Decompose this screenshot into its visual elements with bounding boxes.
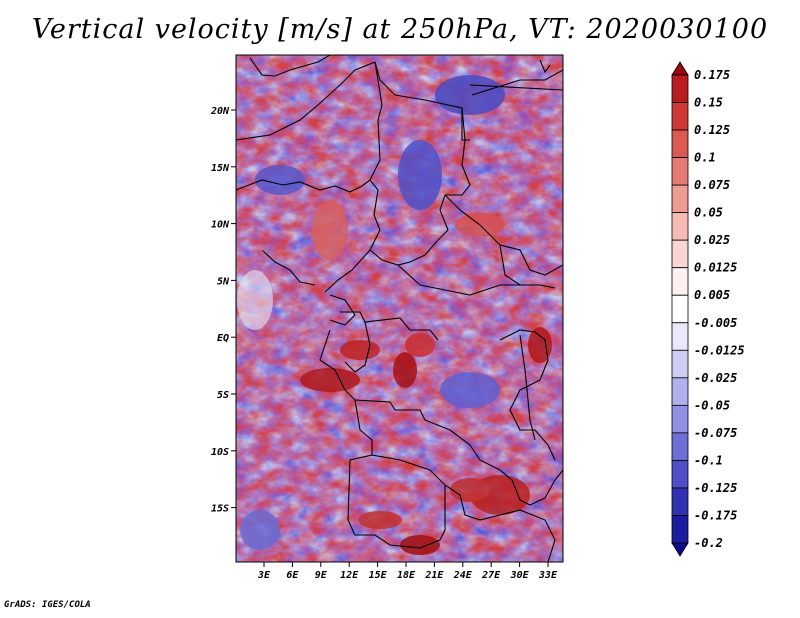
lon-tick-label: 15E [369, 570, 388, 581]
lat-tick-label: 15N [211, 163, 230, 174]
colorbar-label: 0.025 [694, 233, 730, 247]
lon-tick-label: 9E [315, 570, 328, 581]
colorbar-label: 0.125 [694, 123, 730, 137]
colorbar-label: 0.175 [694, 68, 730, 82]
lon-tick-label: 27E [481, 570, 501, 581]
colorbar-swatch [671, 184, 689, 214]
colorbar-label: 0.15 [694, 96, 723, 110]
colorbar-label: 0.005 [694, 288, 730, 302]
lon-tick-label: 18E [397, 570, 416, 581]
lon-tick-label: 3E [257, 570, 271, 581]
colorbar-swatch [671, 432, 689, 461]
colorbar-label: -0.2 [694, 536, 723, 550]
lon-tick-label: 24E [453, 570, 473, 581]
lon-tick-label: 12E [340, 570, 359, 581]
colorbar-swatch [671, 212, 689, 241]
colorbar-swatch [671, 377, 689, 406]
colorbar-label: 0.05 [694, 206, 723, 220]
lat-tick-label: 20N [210, 106, 230, 117]
lat-tick-label: 15S [211, 504, 229, 515]
colorbar-label: -0.05 [694, 398, 730, 412]
colorbar: 0.175 0.15 0.125 0.1 0.075 0.05 0.025 0.0125 0.0… [671, 61, 745, 557]
lat-tick-label: 10N [211, 220, 230, 231]
colorbar-label: 0.075 [694, 178, 730, 192]
colorbar-label: -0.025 [694, 371, 737, 385]
lon-tick-label: 21E [424, 570, 444, 581]
colorbar-label: 0.1 [694, 151, 716, 165]
lon-tick-label: 6E [286, 570, 299, 581]
colorbar-swatch [671, 487, 689, 516]
longitude-axis: 3E 6E 9E 12E 15E 18E 21E 24E 27E 30E 33E [257, 562, 558, 581]
colorbar-label: -0.075 [694, 426, 737, 440]
colorbar-cap-top [671, 61, 689, 76]
latitude-axis: 20N 15N 10N 5N EQ 5S 10S 15S [210, 106, 236, 515]
colorbar-swatch [671, 102, 689, 131]
colorbar-swatch [671, 294, 689, 324]
colorbar-swatch [671, 129, 689, 158]
colorbar-swatch [671, 74, 689, 103]
colorbar-swatch [671, 404, 689, 434]
colorbar-swatch [671, 515, 689, 544]
colorbar-label: -0.005 [694, 316, 737, 330]
colorbar-label: 0.0125 [694, 261, 737, 275]
colorbar-swatch [671, 349, 689, 379]
chart-title: Vertical velocity [m/s] at 250hPa, VT: 2… [31, 14, 769, 45]
lat-tick-label: 5N [217, 276, 230, 287]
grads-credit: GrADS: IGES/COLA [4, 600, 91, 610]
colorbar-label: -0.1 [694, 453, 723, 467]
colorbar-swatch [671, 267, 689, 296]
colorbar-cap-bottom [671, 542, 689, 557]
colorbar-label: -0.125 [694, 481, 737, 495]
colorbar-swatch [671, 157, 689, 186]
colorbar-label: -0.0125 [694, 343, 745, 357]
colorbar-swatch [671, 460, 689, 489]
colorbar-label: -0.175 [694, 508, 737, 522]
lat-tick-label: 10S [211, 447, 229, 458]
country-borders [236, 55, 563, 562]
colorbar-swatch [671, 322, 689, 351]
lon-tick-label: 30E [510, 570, 530, 581]
colorbar-swatch [671, 239, 689, 269]
lon-tick-label: 33E [538, 570, 558, 581]
lat-tick-label: 5S [217, 390, 229, 401]
map-frame [235, 54, 564, 563]
lat-tick-label: EQ [217, 333, 229, 344]
